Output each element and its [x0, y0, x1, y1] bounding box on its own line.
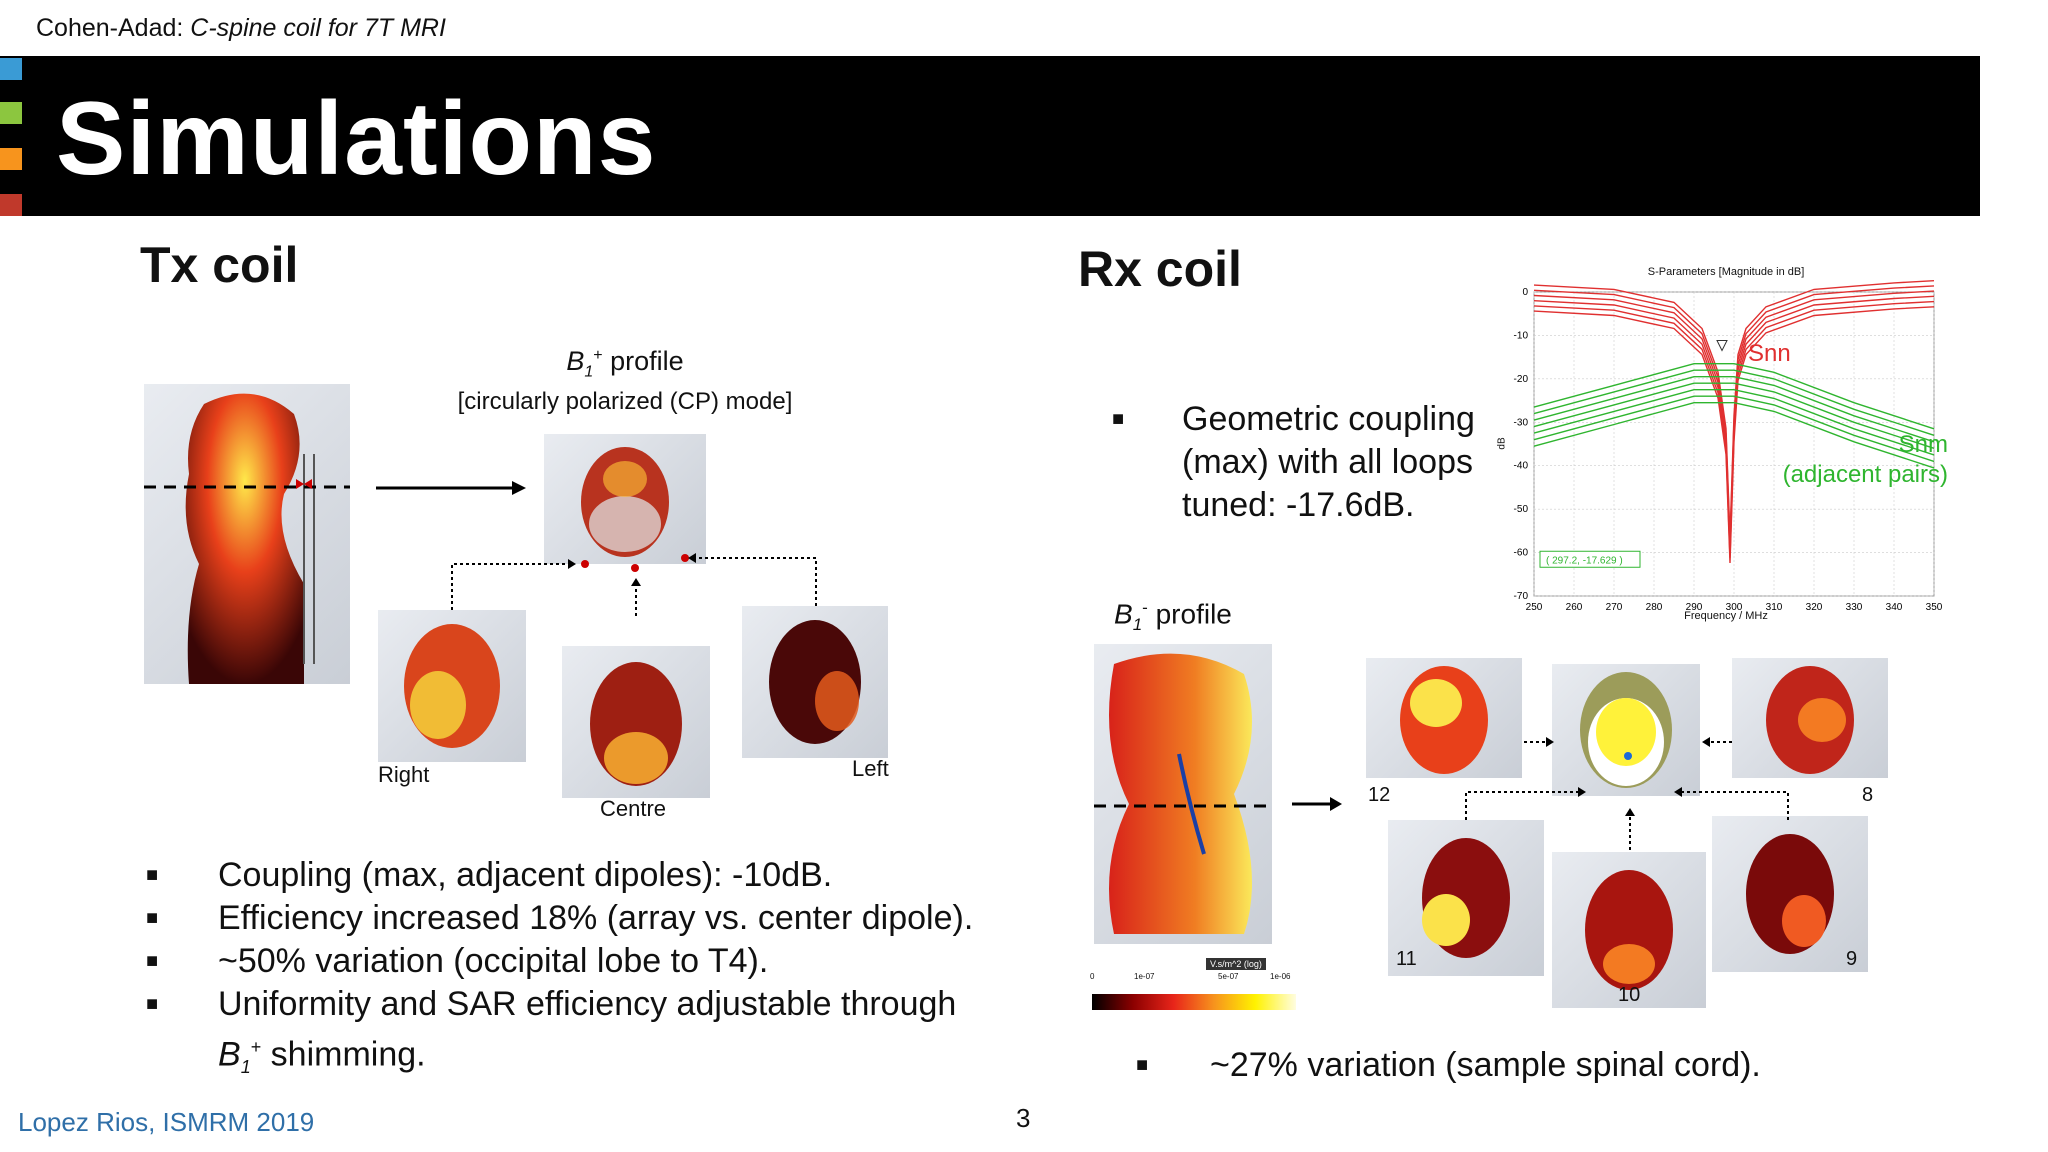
- series-line-snm: [1533, 382, 1935, 449]
- x-tick-label: 310: [1766, 602, 1783, 613]
- b1-symbol: B: [566, 346, 585, 376]
- page-number: 3: [1016, 1103, 1031, 1133]
- presenter-caption: Cohen-Adad: C-spine coil for 7T MRI: [36, 14, 446, 43]
- snm-legend: Snm (adjacent pairs): [1782, 431, 1948, 488]
- y-tick-label: -30: [1514, 417, 1529, 428]
- y-tick-label: -20: [1514, 374, 1529, 385]
- rx-loop-12-image: [1366, 658, 1522, 778]
- slide-title: Simulations: [56, 81, 657, 197]
- rx-loop-9-image: [1712, 816, 1868, 972]
- rx-loop-8-image: [1732, 658, 1888, 778]
- list-item: ■ Geometric coupling (max) with all loops t…: [1112, 400, 1475, 524]
- rx-sagittal-sim-image: [1094, 644, 1272, 944]
- accent-square-orange: [0, 148, 22, 170]
- colorbar-tick: 1e-06: [1270, 972, 1291, 981]
- y-tick-label: -50: [1514, 504, 1529, 515]
- rx-profile-label: B1- profile: [1114, 598, 1232, 634]
- list-item: ■ Coupling (max, adjacent dipoles): -10dB…: [146, 856, 833, 894]
- rx-arrow-right: [1292, 797, 1342, 811]
- tx-combination-arrows: [451, 553, 817, 616]
- y-tick-label: -60: [1514, 548, 1529, 559]
- accent-square-blue: [0, 58, 22, 80]
- tx-centre-label: Centre: [600, 796, 667, 821]
- y-tick-label: 0: [1522, 287, 1528, 298]
- chart-xlabel: Frequency / MHz: [1684, 610, 1768, 622]
- loop-label-10: 10: [1618, 984, 1641, 1006]
- rx-heading: Rx coil: [1078, 241, 1242, 297]
- loop-label-8: 8: [1862, 784, 1874, 806]
- rx-combination-arrows: [1465, 737, 1789, 850]
- y-tick-label: -70: [1514, 591, 1529, 602]
- loop-label-9: 9: [1846, 948, 1858, 970]
- citation-footer: Lopez Rios, ISMRM 2019: [18, 1107, 315, 1137]
- rx-combined-image: [1552, 664, 1700, 796]
- chart-plot: 250 260 270 280 290 300 310 320 330 340 350 0 -10 -20…: [1514, 280, 1943, 613]
- rx-variation-bullet: ■ ~27% variation (sample spinal cord).: [1136, 1044, 1910, 1087]
- accent-square-red: [0, 194, 22, 216]
- marker-readout: ( 297.2, -17.629 ): [1546, 555, 1623, 566]
- list-item: ■ ~50% variation (occipital lobe to T4).: [146, 942, 769, 980]
- colorbar: V.s/m^2 (log) 0 1e-07 5e-07 1e-06: [1090, 958, 1300, 1012]
- title-bar: [0, 56, 1980, 216]
- series-line-snm: [1533, 395, 1935, 463]
- tx-right-label: Right: [378, 762, 430, 787]
- x-tick-label: 300: [1726, 602, 1743, 613]
- series-line-snm: [1533, 376, 1935, 443]
- tx-right-dipole-image: [378, 610, 526, 762]
- y-tick-label: -40: [1514, 461, 1529, 472]
- tx-left-dipole-image: [742, 606, 888, 758]
- marker-triangle: [1716, 339, 1728, 352]
- x-tick-label: 270: [1606, 602, 1623, 613]
- colorbar-tick: 1e-07: [1134, 972, 1155, 981]
- series-line-snm: [1533, 363, 1935, 430]
- list-item: ■ ~27% variation (sample spinal cord).: [1136, 1046, 1761, 1084]
- rx-loop-11-image: [1388, 820, 1544, 976]
- series-line-snm: [1533, 389, 1935, 456]
- tx-heading: Tx coil: [140, 237, 299, 293]
- tx-arrow-right: [376, 481, 526, 495]
- colorbar-unit: V.s/m^2 (log): [1206, 958, 1266, 970]
- author-text: Cohen-Adad:: [36, 14, 184, 42]
- x-tick-label: 340: [1886, 602, 1903, 613]
- x-tick-label: 260: [1566, 602, 1583, 613]
- series-line-snm: [1533, 369, 1935, 436]
- y-tick-label: -10: [1514, 330, 1529, 341]
- x-tick-label: 350: [1926, 602, 1943, 613]
- s-parameter-chart: S-Parameters [Magnitude in dB] Frequency…: [1496, 262, 1956, 642]
- list-item: ■ Efficiency increased 18% (array vs. cen…: [146, 899, 974, 937]
- x-tick-label: 320: [1806, 602, 1823, 613]
- loop-label-12: 12: [1368, 784, 1391, 806]
- tx-profile-mode: [circularly polarized (CP) mode]: [457, 388, 793, 415]
- x-tick-label: 290: [1686, 602, 1703, 613]
- x-tick-label: 330: [1846, 602, 1863, 613]
- tx-sagittal-sim-image: [144, 384, 350, 684]
- colorbar-tick: 0: [1090, 972, 1095, 981]
- tx-centre-dipole-image: [562, 646, 710, 798]
- colorbar-tick: 5e-07: [1218, 972, 1239, 981]
- series-line-snn: [1533, 280, 1935, 537]
- list-item: ■ Uniformity and SAR efficiency adjustabl…: [146, 985, 957, 1078]
- loop-label-11: 11: [1396, 948, 1417, 970]
- chart-title: S-Parameters [Magnitude in dB]: [1647, 266, 1805, 278]
- tx-cp-head-image: [544, 434, 706, 564]
- accent-square-green: [0, 102, 22, 124]
- talk-subtitle: C-spine coil for 7T MRI: [190, 14, 446, 42]
- rx-loop-10-image: [1552, 852, 1706, 1008]
- marker-box: [1539, 550, 1641, 568]
- tx-left-label: Left: [852, 756, 889, 781]
- series-line-snm: [1533, 402, 1935, 469]
- tx-profile-label: B1+ profile: [566, 346, 684, 381]
- x-tick-label: 250: [1526, 602, 1543, 613]
- rx-coupling-bullet: ■ Geometric coupling (max) with all loops t…: [1112, 398, 1512, 527]
- colorbar-gradient: [1092, 994, 1296, 1010]
- tx-bullet-list: ■ Coupling (max, adjacent dipoles): -10dB…: [146, 854, 1018, 1089]
- snn-legend: Snn: [1748, 340, 1791, 367]
- x-tick-label: 280: [1646, 602, 1663, 613]
